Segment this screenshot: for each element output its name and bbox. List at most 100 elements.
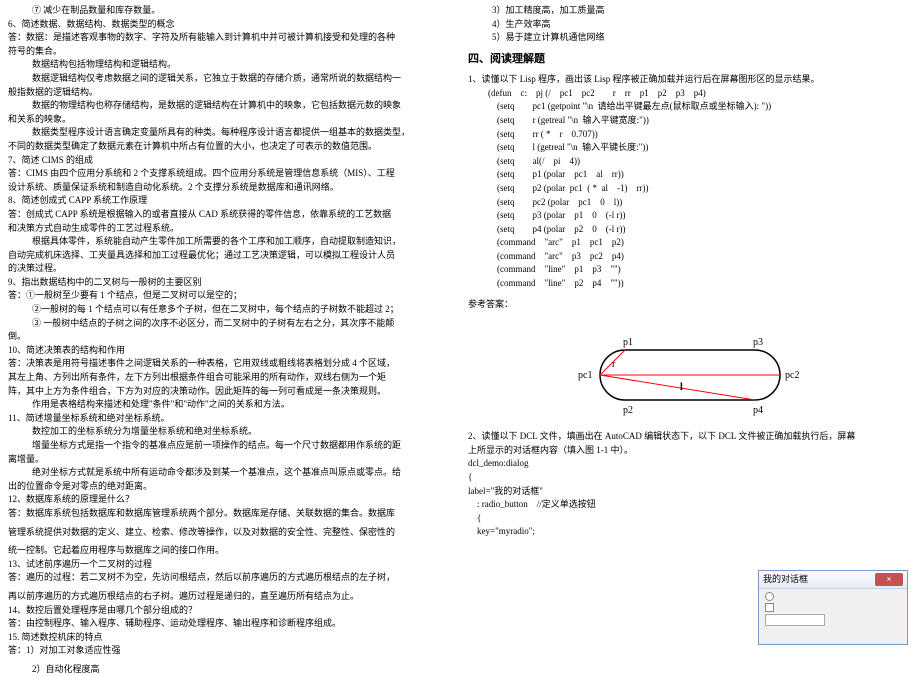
text-line: 数据结构包括物理结构和逻辑结构。 (8, 58, 452, 71)
text-line: 出的位置命令是对零点的绝对距离。 (8, 480, 452, 493)
text-line: 数据逻辑结构仅考虑数据之间的逻辑关系，它独立于数据的存储介质，通常所说的数据结构… (8, 72, 452, 85)
text-line: 答：由控制程序、输入程序、辅助程序、运动处理程序、输出程序和诊断程序组成。 (8, 617, 452, 630)
text-line: 和关系的映象。 (8, 113, 452, 126)
text-line: 数据类型程序设计语言确定变量所具有的种类。每种程序设计语言都提供一组基本的数据类… (8, 126, 452, 139)
code-line: (defun c: pj (/ pc1 pc2 r rr p1 p2 p3 p4… (488, 87, 912, 100)
text-line: 设计系统、质量保证系统和制造自动化系统。2 个支撑分系统是数据库和通讯网络。 (8, 181, 452, 194)
input-row[interactable] (765, 614, 901, 626)
text-line: 增量坐标方式是指一个指令的基准点应是前一项操作的结点。每一个尺寸数据都用作系统的… (8, 439, 452, 452)
code-line: (setq p2 (polar pc1 ( * al -1) rr)) (488, 182, 912, 195)
q2-line2: 上所显示的对话框内容（填入图 1-1 中）。 (468, 444, 912, 457)
q6-header: 6、简述数据、数据结构、数据类型的概念 (8, 18, 452, 31)
text-line: 自动完成机床选择、工夹量具选择和加工过程最优化；通过工艺决策逻辑，可以模拟工程设… (8, 249, 452, 262)
q8-header: 8、简述创成式 CAPP 系统工作原理 (8, 194, 452, 207)
checkbox-icon[interactable] (765, 603, 774, 612)
q10-header: 10、简述决策表的结构和作用 (8, 344, 452, 357)
dialog-body (759, 589, 907, 631)
text-line: 2）自动化程度高 (8, 663, 452, 676)
text-line: 统一控制。它起着应用程序与数据库之间的接口作用。 (8, 544, 452, 557)
q9-header: 9、指出数据结构中的二叉树与一般树的主要区别 (8, 276, 452, 289)
key-shape-diagram: p1 p3 p2 p4 pc1 pc2 r l (570, 320, 810, 420)
checkbox-row[interactable] (765, 603, 901, 612)
code-line: (setq p1 (polar pc1 al rr)) (488, 168, 912, 181)
code-line: { (468, 512, 912, 525)
radio-row[interactable] (765, 592, 901, 601)
text-line: 答：①一般树至少要有 1 个结点，但是二叉树可以是空的； (8, 289, 452, 302)
code-line: { (468, 471, 912, 484)
left-column: ⑦ 减少在制品数量和库存数量。 6、简述数据、数据结构、数据类型的概念 答：数据… (0, 0, 460, 651)
code-line: : radio_button //定义单选按钮 (468, 498, 912, 511)
label-p3: p3 (753, 337, 763, 348)
text-line: 般指数据的逻辑结构。 (8, 86, 452, 99)
text-line: 阵，其中上方为条件组合，下方为对应的决策动作。因此矩阵的每一列可看成是一条决策规… (8, 385, 452, 398)
text-line: 答：CIMS 由四个应用分系统和 2 个支撑系统组成。四个应用分系统是管理信息系… (8, 167, 452, 180)
text-line: 管理系统提供对数据的定义、建立、检索、修改等操作，以及对数据的安全性、完整性、保… (8, 526, 452, 539)
text-line: 根据具体零件，系统能自动产生零件加工所需要的各个工序和加工顺序，自动提取制造知识… (8, 235, 452, 248)
label-r: r (612, 359, 616, 370)
text-line: 其左上角、方列出所有条件，左下方列出根据条件组合可能采用的所有动作，双线右侧为一… (8, 371, 452, 384)
text-line: ③ 一般树中结点的子树之间的次序不必区分，而二叉树中的子树有左右之分，其次序不能… (8, 317, 452, 330)
text-line: 3）加工精度高，加工质量高 (468, 4, 912, 17)
text-line: 再以前序遍历的方式遍历根结点的右子树。遍历过程是递归的，直至遍历所有结点为止。 (8, 590, 452, 603)
right-column: 3）加工精度高，加工质量高 4）生产效率高 5）易于建立计算机通信网络 四、阅读… (460, 0, 920, 651)
text-line: 答：遍历的过程：若二叉树不为空，先访问根结点，然后以前序遍历的方式遍历根结点的左… (8, 571, 452, 584)
dcl-code-block: dcl_demo:dialog{label="我的对话框" : radio_bu… (468, 457, 912, 538)
answer-label: 参考答案： (468, 298, 912, 311)
close-icon[interactable]: × (875, 573, 903, 586)
text-line: 离增量。 (8, 453, 452, 466)
text-line: 4）生产效率高 (468, 18, 912, 31)
code-line: dcl_demo:dialog (468, 457, 912, 470)
code-line: (command "arc" p3 pc2 p4) (488, 250, 912, 263)
text-line: 5）易于建立计算机通信网络 (468, 31, 912, 44)
dialog-title-text: 我的对话框 (763, 573, 808, 586)
q12-header: 12、数据库系统的原理是什么？ (8, 493, 452, 506)
text-line: ②一般树的每 1 个结点可以有任意多个子树，但在二叉树中，每个结点的子树数不能超… (8, 303, 452, 316)
text-line: 不同的数据类型确定了数据元素在计算机中所占有位置的大小，也决定了可表示的数值范围… (8, 140, 452, 153)
text-line: 倒。 (8, 330, 452, 343)
text-line: 答：数据库系统包括数据库和数据库管理系统两个部分。数据库是存储、关联数据的集合。… (8, 507, 452, 520)
section-4-header: 四、阅读理解题 (468, 52, 912, 67)
label-pc1: pc1 (578, 370, 592, 381)
q15-header: 15. 简述数控机床的特点 (8, 631, 452, 644)
code-line: (setq r (getreal "\n 输入平键宽度:")) (488, 114, 912, 127)
q2-line1: 2、读懂以下 DCL 文件，填画出在 AutoCAD 编辑状态下，以下 DCL … (468, 430, 912, 443)
q14-header: 14、数控后置处理程序是由哪几个部分组成的？ (8, 604, 452, 617)
text-input[interactable] (765, 614, 825, 626)
code-line: (command "line" p1 p3 "") (488, 263, 912, 276)
q7-header: 7、简述 CIMS 的组成 (8, 154, 452, 167)
label-p1: p1 (623, 337, 633, 348)
text-line: 答：创成式 CAPP 系统是根据输入的或者直接从 CAD 系统获得的零件信息，依… (8, 208, 452, 221)
text-line: 答：数据：是描述客观事物的数字、字符及所有能输入到计算机中并可被计算机接受和处理… (8, 31, 452, 44)
text-line: 绝对坐标方式就是系统中所有运动命令都涉及到某一个基准点，这个基准点叫原点或零点。… (8, 466, 452, 479)
text-line: 答：决策表是用符号描述事件之间逻辑关系的一种表格，它用双线或粗线将表格划分成 4… (8, 357, 452, 370)
text-line: 数据的物理结构也称存储结构，是数据的逻辑结构在计算机中的映象，它包括数据元数的映… (8, 99, 452, 112)
code-line: label="我的对话框" (468, 485, 912, 498)
q11-header: 11、简述增量坐标系统和绝对坐标系统。 (8, 412, 452, 425)
code-line: key="myradio"; (468, 525, 912, 538)
label-l: l (680, 382, 683, 393)
code-line: (setq pc2 (polar pc1 0 l)) (488, 196, 912, 209)
label-p4: p4 (753, 405, 763, 416)
q13-header: 13、试述前序遍历一个二叉树的过程 (8, 558, 452, 571)
lisp-code-block: (defun c: pj (/ pc1 pc2 r rr p1 p2 p3 p4… (468, 87, 912, 290)
code-line: (setq p3 (polar p1 0 (-l r)) (488, 209, 912, 222)
text-line: 符号的集合。 (8, 45, 452, 58)
text-line: 的决策过程。 (8, 262, 452, 275)
code-line: (command "line" p2 p4 "")) (488, 277, 912, 290)
code-line: (command "arc" p1 pc1 p2) (488, 236, 912, 249)
code-line: (setq al(/ pi 4)) (488, 155, 912, 168)
label-p2: p2 (623, 405, 633, 416)
code-line: (setq pc1 (getpoint "\n 请给出平键最左点(鼠标取点或坐标… (488, 100, 912, 113)
code-line: (setq p4 (polar p2 0 (-l r)) (488, 223, 912, 236)
text-line: 和决策方式自动生成零件的工艺过程系统。 (8, 222, 452, 235)
label-pc2: pc2 (785, 370, 799, 381)
dialog-window: 我的对话框 × (758, 570, 908, 645)
q1-intro: 1、读懂以下 Lisp 程序，画出该 Lisp 程序被正确加载并运行后在屏幕图形… (468, 73, 912, 86)
radio-icon[interactable] (765, 592, 774, 601)
dialog-titlebar: 我的对话框 × (759, 571, 907, 589)
code-line: (setq l (getreal "\n 输入平键长度:")) (488, 141, 912, 154)
text-line: 作用是表格结构来描述和处理"条件"和"动作"之间的关系和方法。 (8, 398, 452, 411)
text-line: ⑦ 减少在制品数量和库存数量。 (8, 4, 452, 17)
code-line: (setq rr ( * r 0.707)) (488, 128, 912, 141)
text-line: 数控加工的坐标系统分为增量坐标系统和绝对坐标系统。 (8, 425, 452, 438)
